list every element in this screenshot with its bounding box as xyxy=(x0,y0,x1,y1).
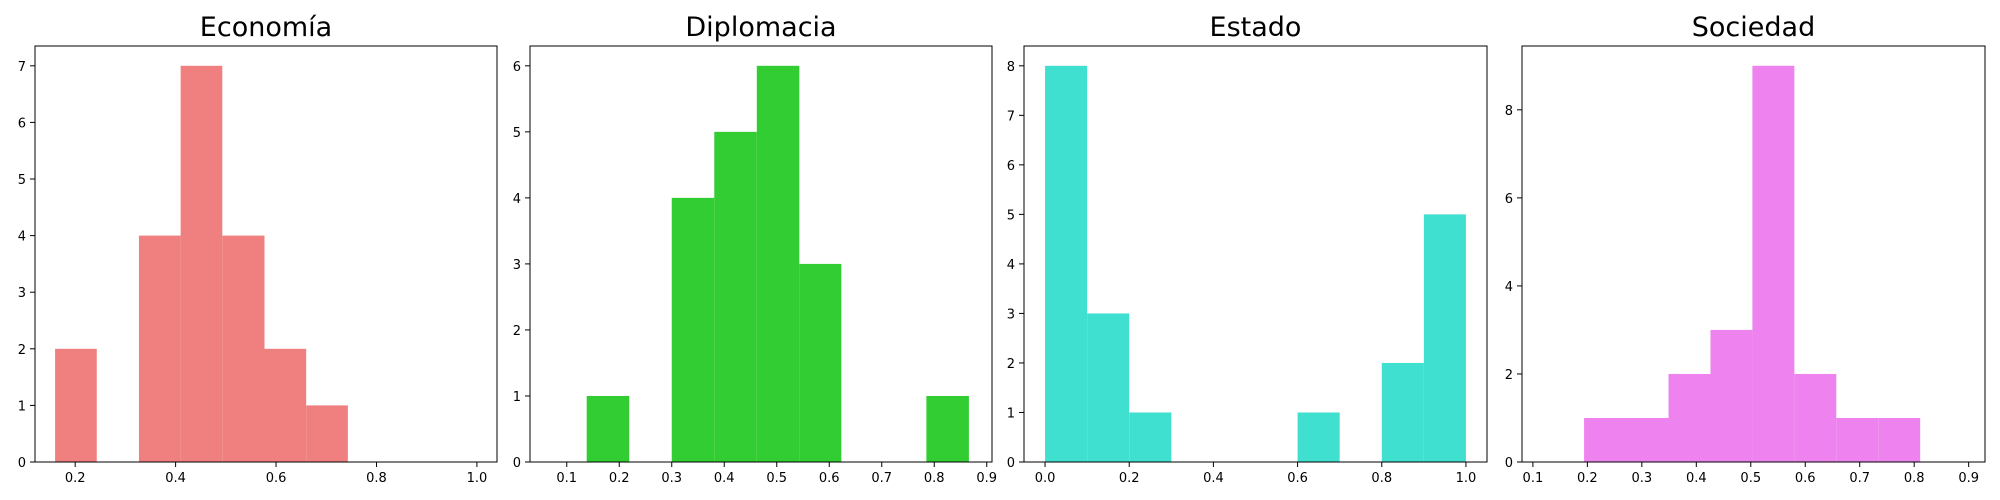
x-tick-label: 0.1 xyxy=(1523,471,1544,486)
y-tick-label: 0 xyxy=(18,456,26,471)
y-tick-label: 4 xyxy=(513,192,521,207)
histogram-bar xyxy=(1878,417,1921,462)
histogram-panel: 0.1 0.2 0.3 0.4 0.5 0.6 0.7 0.8 0.9 0 1 2 3 4 5 6 Diplom… xyxy=(513,12,997,486)
histogram-bar xyxy=(756,65,800,463)
y-tick-label: 4 xyxy=(18,230,26,245)
y-tick-label: 2 xyxy=(1007,357,1015,372)
y-tick-label: 2 xyxy=(513,324,521,339)
histogram-bar xyxy=(926,395,969,462)
x-tick-label: 0.5 xyxy=(766,471,787,486)
histogram-bar xyxy=(1129,412,1172,462)
y-tick-label: 5 xyxy=(18,173,26,188)
y-tick-label: 5 xyxy=(1007,208,1015,223)
x-tick-label: 0.2 xyxy=(65,471,86,486)
axes-frame xyxy=(34,45,498,463)
axes-frame xyxy=(1023,45,1488,463)
x-tick-label: 0.6 xyxy=(819,471,840,486)
chart-title: Economía xyxy=(200,12,332,43)
histogram-bar xyxy=(1297,412,1340,462)
x-tick-label: 0.2 xyxy=(609,471,630,486)
chart-title: Sociedad xyxy=(1692,12,1815,43)
y-tick-label: 8 xyxy=(1505,104,1513,119)
x-tick-label: 0.7 xyxy=(1849,471,1870,486)
x-tick-label: 0.8 xyxy=(1371,471,1392,486)
histogram-bar xyxy=(671,197,715,462)
histogram-bar xyxy=(1045,65,1088,463)
x-tick-label: 0.6 xyxy=(1795,471,1816,486)
histogram-bar xyxy=(1381,362,1424,462)
y-tick-label: 1 xyxy=(18,399,26,414)
x-tick-label: 0.8 xyxy=(1904,471,1925,486)
y-tick-label: 3 xyxy=(18,286,26,301)
histogram-panel: 0.2 0.4 0.6 0.8 1.0 0 1 2 3 4 5 6 7 Economía xyxy=(18,12,498,486)
x-tick-label: 0.8 xyxy=(924,471,945,486)
y-tick-label: 3 xyxy=(1007,307,1015,322)
histogram-bar xyxy=(586,395,630,462)
histogram-bar xyxy=(264,348,307,462)
chart-title: Estado xyxy=(1210,12,1302,43)
histogram-bar xyxy=(1423,214,1466,462)
histogram-bar xyxy=(1626,417,1669,462)
histogram-bar xyxy=(1710,329,1753,462)
x-tick-label: 1.0 xyxy=(467,471,488,486)
histogram-bar xyxy=(714,131,757,463)
chart-title: Diplomacia xyxy=(685,12,836,43)
histogram-bar xyxy=(1752,65,1795,463)
histogram-bar xyxy=(1087,313,1130,462)
y-tick-label: 1 xyxy=(513,390,521,405)
x-tick-label: 0.3 xyxy=(661,471,682,486)
x-tick-label: 0.7 xyxy=(871,471,892,486)
y-tick-label: 3 xyxy=(513,258,521,273)
x-tick-label: 0.6 xyxy=(1287,471,1308,486)
y-tick-label: 6 xyxy=(1505,192,1513,207)
x-tick-label: 0.6 xyxy=(266,471,287,486)
histogram-bar xyxy=(180,65,223,463)
x-tick-label: 0.3 xyxy=(1631,471,1652,486)
histogram-bar xyxy=(1668,373,1711,462)
histogram-bar xyxy=(1836,417,1879,462)
y-tick-label: 2 xyxy=(18,343,26,358)
x-tick-label: 0.4 xyxy=(165,471,186,486)
x-tick-label: 1.0 xyxy=(1456,471,1477,486)
y-tick-label: 4 xyxy=(1007,258,1015,273)
histogram-panel: 0.0 0.2 0.4 0.6 0.8 1.0 0 1 2 3 4 5 6 7 8 Estado xyxy=(1007,12,1488,486)
y-tick-label: 0 xyxy=(1505,456,1513,471)
y-tick-label: 5 xyxy=(513,126,521,141)
y-tick-label: 0 xyxy=(513,456,521,471)
x-tick-label: 0.8 xyxy=(366,471,387,486)
x-tick-label: 0.2 xyxy=(1577,471,1598,486)
y-tick-label: 8 xyxy=(1007,60,1015,75)
x-tick-label: 0.4 xyxy=(714,471,735,486)
y-tick-label: 2 xyxy=(1505,368,1513,383)
x-tick-label: 0.9 xyxy=(1958,471,1979,486)
y-tick-label: 4 xyxy=(1505,280,1513,295)
y-tick-label: 7 xyxy=(1007,109,1015,124)
histogram-bar xyxy=(799,263,842,462)
y-tick-label: 0 xyxy=(1007,456,1015,471)
y-tick-label: 6 xyxy=(18,116,26,131)
histogram-bar xyxy=(306,405,348,462)
histogram-bar xyxy=(1794,373,1837,462)
x-tick-label: 0.5 xyxy=(1740,471,1761,486)
x-tick-label: 0.4 xyxy=(1686,471,1707,486)
x-tick-label: 0.9 xyxy=(976,471,997,486)
y-tick-label: 7 xyxy=(18,60,26,75)
histogram-bar xyxy=(55,348,97,462)
x-tick-label: 0.2 xyxy=(1119,471,1140,486)
axes-frame xyxy=(529,45,993,463)
histogram-bar xyxy=(222,235,265,462)
x-tick-label: 0.1 xyxy=(556,471,577,486)
histogram-bar xyxy=(138,235,181,462)
axes-frame xyxy=(1521,45,1986,463)
y-tick-label: 1 xyxy=(1007,406,1015,421)
x-tick-label: 0.0 xyxy=(1035,471,1056,486)
y-tick-label: 6 xyxy=(513,60,521,75)
histogram-bar xyxy=(1584,417,1627,462)
x-tick-label: 0.4 xyxy=(1203,471,1224,486)
y-tick-label: 6 xyxy=(1007,159,1015,174)
histogram-panel: 0.1 0.2 0.3 0.4 0.5 0.6 0.7 0.8 0.9 0 2 4 6 8 Sociedad xyxy=(1505,12,1986,486)
